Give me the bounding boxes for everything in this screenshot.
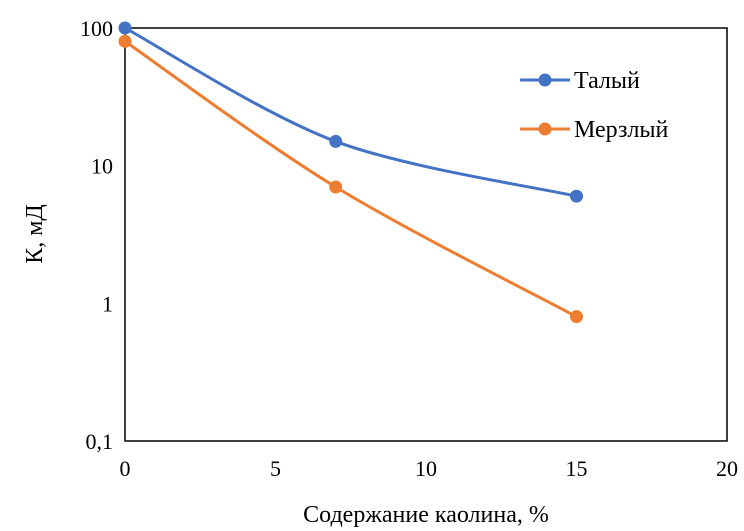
x-tick-label: 20: [716, 456, 738, 481]
series-1-point: [118, 21, 132, 35]
x-tick-label: 15: [566, 456, 588, 481]
y-axis-ticks: 0,1 1 10 100: [80, 16, 113, 454]
x-axis-ticks: 0 5 10 15 20: [120, 456, 739, 481]
legend-marker: [538, 122, 552, 136]
series-line-2: [123, 39, 578, 319]
x-tick-label: 5: [270, 456, 281, 481]
y-axis-title: К, мД: [22, 204, 48, 264]
x-tick-label: 10: [415, 456, 437, 481]
plot-area-frame: [124, 27, 728, 442]
series-line-1: [123, 26, 578, 198]
series-layer: [118, 21, 583, 324]
series-1-point: [329, 134, 343, 148]
legend-label: Мерзлый: [574, 117, 669, 143]
legend-item: Талый: [520, 68, 640, 94]
legend: Талый Мерзлый: [520, 68, 669, 143]
series-2-point: [118, 34, 132, 48]
series-2-point: [329, 180, 343, 194]
y-tick-label: 1: [102, 291, 113, 316]
y-tick-label: 10: [91, 154, 113, 179]
x-axis-title: Содержание каолина, %: [303, 502, 549, 528]
x-tick-label: 0: [120, 456, 131, 481]
series-2-point: [570, 310, 583, 324]
y-tick-label: 0,1: [86, 429, 114, 454]
y-tick-label: 100: [80, 16, 113, 41]
legend-item: Мерзлый: [520, 117, 669, 143]
legend-label: Талый: [574, 68, 640, 94]
series-1-point: [570, 189, 583, 203]
legend-marker: [538, 73, 552, 87]
